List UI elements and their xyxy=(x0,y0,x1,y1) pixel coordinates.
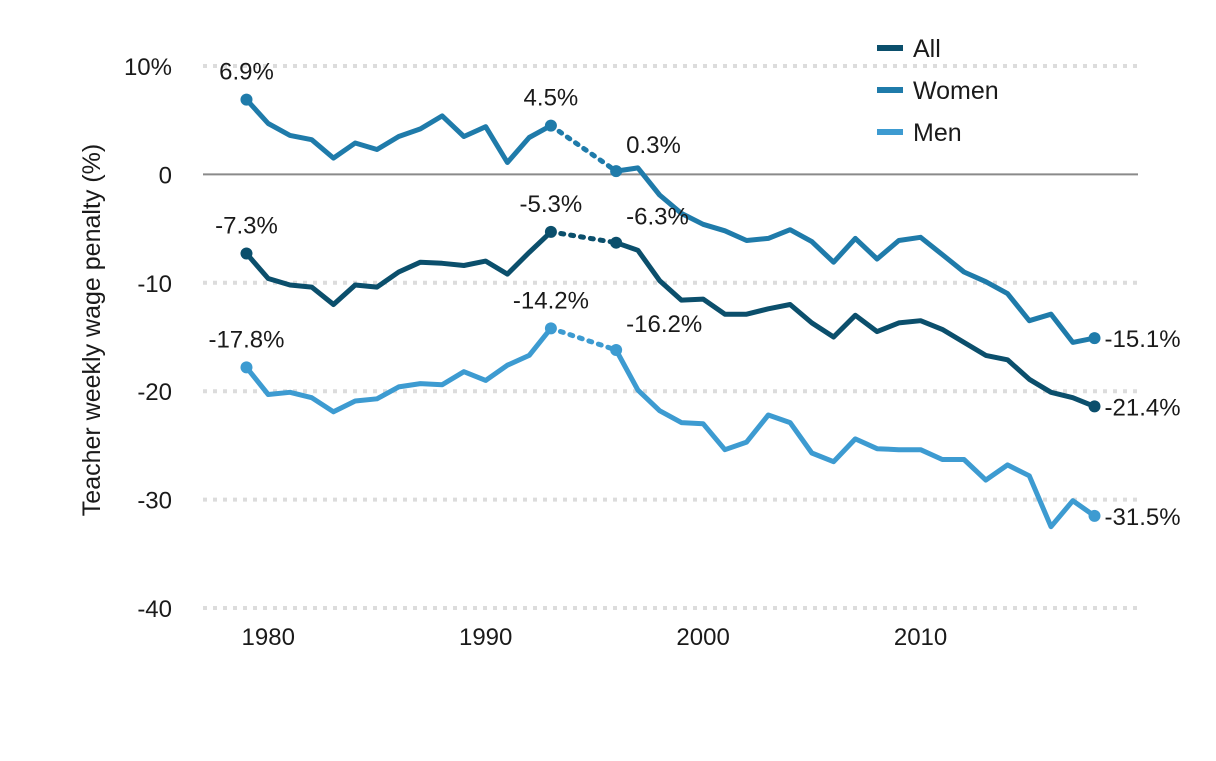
y-tick-label: -20 xyxy=(137,379,172,406)
data-point xyxy=(1088,332,1101,345)
gap-segment xyxy=(548,229,619,246)
series-line-women xyxy=(613,165,1097,345)
data-label: -17.8% xyxy=(208,326,284,353)
data-point xyxy=(544,225,557,238)
y-tick-label: -40 xyxy=(137,596,172,623)
series-line-all xyxy=(613,240,1097,409)
legend-label: Men xyxy=(913,119,962,147)
data-label: 4.5% xyxy=(524,85,579,112)
series-line-women xyxy=(244,97,554,165)
legend: All Women Men xyxy=(877,35,999,147)
data-point xyxy=(240,361,253,374)
series-men xyxy=(240,322,1101,530)
data-point xyxy=(1088,509,1101,522)
legend-item-women: Women xyxy=(877,77,999,105)
y-tick-label: -30 xyxy=(137,488,172,515)
data-label: -6.3% xyxy=(626,204,689,231)
data-point xyxy=(240,247,253,260)
series-women xyxy=(240,93,1101,345)
data-label: 6.9% xyxy=(219,59,274,86)
data-label: -21.4% xyxy=(1105,394,1181,421)
legend-item-all: All xyxy=(877,35,941,63)
legend-label: All xyxy=(913,35,941,63)
x-axis-ticks: 1980 1990 2000 2010 xyxy=(242,624,948,651)
y-axis-ticks: 10% 0 -10 -20 -30 -40 xyxy=(124,54,172,623)
data-labels: -7.3% -5.3% -6.3% -21.4% 6.9% 4.5% 0.3% -15.1% -… xyxy=(208,59,1180,531)
x-tick-label: 1990 xyxy=(459,624,512,651)
y-axis-label: Teacher weekly wage penalty (%) xyxy=(78,144,106,516)
data-label: -16.2% xyxy=(626,311,702,338)
data-point xyxy=(610,165,623,178)
data-label: -5.3% xyxy=(520,191,583,218)
x-tick-label: 1980 xyxy=(242,624,295,651)
legend-label: Women xyxy=(913,77,999,105)
data-label: -15.1% xyxy=(1105,326,1181,353)
series-line-men xyxy=(613,347,1097,530)
data-point xyxy=(610,344,623,357)
series-lines xyxy=(240,93,1101,530)
data-label: -31.5% xyxy=(1105,504,1181,531)
x-tick-label: 2010 xyxy=(894,624,947,651)
legend-item-men: Men xyxy=(877,119,962,147)
series-line-all xyxy=(244,229,554,307)
data-point xyxy=(610,236,623,249)
data-label: -14.2% xyxy=(513,287,589,314)
gridlines xyxy=(203,64,1138,610)
y-tick-label: 10% xyxy=(124,54,172,81)
data-point xyxy=(1088,400,1101,413)
data-point xyxy=(240,93,253,106)
series-line-men xyxy=(244,325,554,415)
gap-segment xyxy=(548,123,619,174)
gap-segment xyxy=(548,325,619,353)
x-tick-label: 2000 xyxy=(676,624,729,651)
data-label: 0.3% xyxy=(626,132,681,159)
y-tick-label: 0 xyxy=(159,162,172,189)
y-tick-label: -10 xyxy=(137,271,172,298)
series-all xyxy=(240,225,1101,413)
data-point xyxy=(544,322,557,335)
data-point xyxy=(544,119,557,132)
data-label: -7.3% xyxy=(215,213,278,240)
